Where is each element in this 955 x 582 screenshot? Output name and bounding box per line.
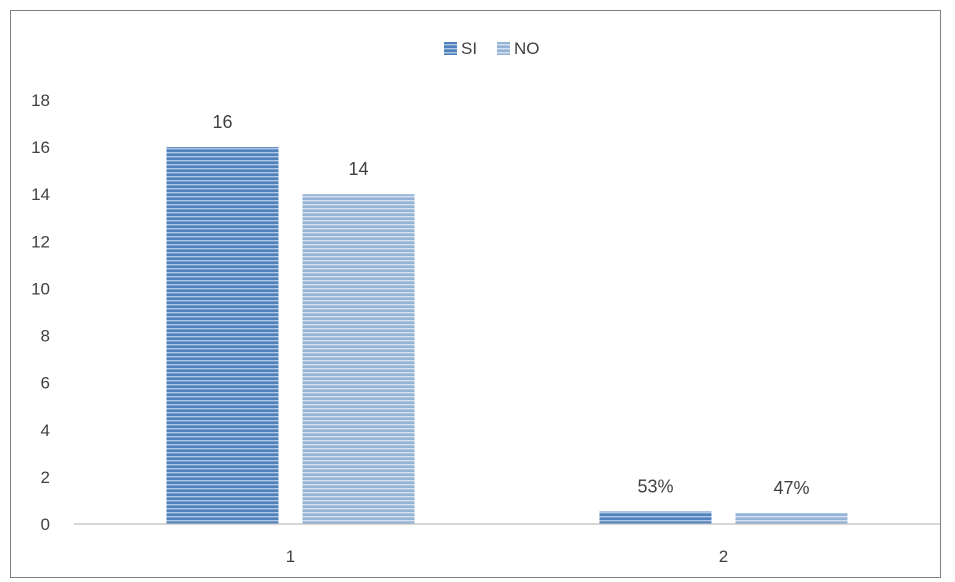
- legend-label-no: NO: [514, 39, 540, 58]
- data-label-si-1: 16: [212, 112, 232, 132]
- bar-no-2: [735, 512, 848, 524]
- bars: [166, 147, 848, 524]
- legend-swatch-no: [497, 42, 510, 55]
- y-tick-label: 10: [31, 279, 50, 298]
- y-tick-label: 2: [41, 468, 50, 487]
- y-tick-label: 18: [31, 91, 50, 110]
- chart-frame: [10, 10, 941, 578]
- y-tick-label: 16: [31, 138, 50, 157]
- data-label-no-1: 14: [348, 159, 368, 179]
- y-tick-label: 6: [41, 374, 50, 393]
- y-tick-label: 14: [31, 185, 50, 204]
- data-label-si-2: 53%: [637, 477, 673, 497]
- y-axis: 0 2 4 6 8 10 12 14 16 18: [31, 91, 50, 534]
- bar-si-1: [166, 147, 279, 524]
- bar-no-1: [302, 194, 415, 524]
- data-label-no-2: 47%: [773, 478, 809, 498]
- legend: SI NO: [444, 39, 540, 58]
- legend-swatch-si: [444, 42, 457, 55]
- y-tick-label: 12: [31, 232, 50, 251]
- y-tick-label: 4: [41, 421, 50, 440]
- bar-si-2: [599, 511, 712, 524]
- y-tick-label: 8: [41, 327, 50, 346]
- y-tick-label: 0: [41, 515, 50, 534]
- x-tick-label: 2: [719, 547, 728, 566]
- x-tick-label: 1: [286, 547, 295, 566]
- data-labels: 16 14 53% 47%: [212, 112, 809, 498]
- legend-label-si: SI: [461, 39, 477, 58]
